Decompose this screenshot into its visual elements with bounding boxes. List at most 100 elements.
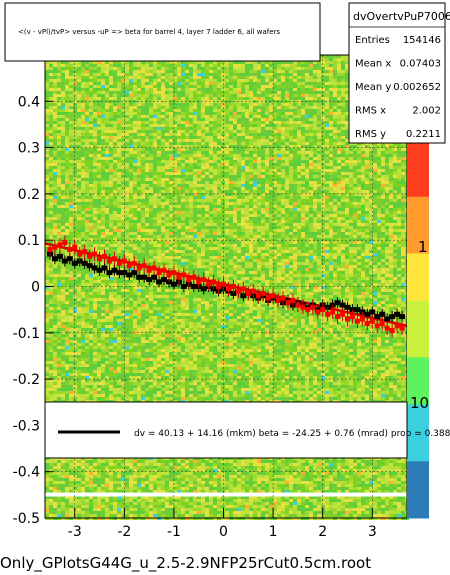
- heat-cell: [269, 172, 273, 175]
- heat-cell: [345, 91, 349, 94]
- heat-cell: [153, 115, 157, 118]
- heat-cell: [225, 79, 229, 82]
- heat-cell: [357, 157, 361, 160]
- heat-cell: [245, 175, 249, 178]
- heat-cell: [77, 82, 81, 85]
- heat-cell: [77, 160, 81, 163]
- heat-cell: [257, 97, 261, 100]
- heat-cell: [169, 112, 173, 115]
- heat-cell: [185, 211, 189, 214]
- heat-cell: [353, 151, 357, 154]
- heat-cell: [241, 133, 245, 136]
- heat-cell: [285, 88, 289, 91]
- heat-cell: [49, 115, 53, 118]
- heat-cell: [269, 73, 273, 76]
- heat-cell: [265, 97, 269, 100]
- heat-cell: [93, 211, 97, 214]
- heat-cell: [233, 91, 237, 94]
- heat-cell: [245, 88, 249, 91]
- heat-cell: [177, 184, 181, 187]
- heat-cell: [289, 94, 293, 97]
- heat-cell: [289, 199, 293, 202]
- heat-cell: [137, 151, 141, 154]
- heat-cell: [313, 124, 317, 127]
- heat-cell: [149, 70, 153, 73]
- heat-cell: [157, 127, 161, 130]
- heat-cell: [181, 97, 185, 100]
- heat-cell: [185, 112, 189, 115]
- heat-cell: [277, 133, 281, 136]
- heat-cell: [109, 88, 113, 91]
- heat-cell: [129, 148, 133, 151]
- heat-cell: [181, 154, 185, 157]
- heat-cell: [221, 178, 225, 181]
- heat-cell: [181, 196, 185, 199]
- heat-cell: [349, 214, 353, 217]
- heat-cell: [165, 109, 169, 112]
- heat-cell: [341, 157, 345, 160]
- heat-cell: [153, 70, 157, 73]
- heat-cell: [233, 184, 237, 187]
- heat-cell: [101, 205, 105, 208]
- heat-cell: [333, 130, 337, 133]
- heat-cell: [369, 178, 373, 181]
- heat-cell: [297, 115, 301, 118]
- heat-cell: [133, 121, 137, 124]
- heat-cell: [49, 127, 53, 130]
- heat-cell: [333, 172, 337, 175]
- heat-cell: [233, 172, 237, 175]
- heat-cell: [265, 103, 269, 106]
- heat-cell: [309, 178, 313, 181]
- heat-cell: [133, 154, 137, 157]
- heat-cell: [245, 154, 249, 157]
- heat-cell: [125, 166, 129, 169]
- heat-cell: [85, 202, 89, 205]
- heat-cell: [373, 175, 377, 178]
- heat-cell: [329, 124, 333, 127]
- heat-cell: [325, 166, 329, 169]
- heat-cell: [85, 193, 89, 196]
- heat-cell: [57, 124, 61, 127]
- heat-cell: [149, 214, 153, 217]
- heat-cell: [321, 103, 325, 106]
- heat-cell: [345, 76, 349, 79]
- heat-cell: [53, 70, 57, 73]
- heat-cell: [305, 202, 309, 205]
- heat-cell: [229, 82, 233, 85]
- heat-cell: [49, 79, 53, 82]
- heat-cell: [393, 178, 397, 181]
- heat-cell: [333, 79, 337, 82]
- heat-cell: [253, 169, 257, 172]
- heat-cell: [249, 208, 253, 211]
- heat-cell: [173, 91, 177, 94]
- heat-cell: [81, 163, 85, 166]
- heat-cell: [305, 97, 309, 100]
- heat-cell: [61, 160, 65, 163]
- heat-cell: [53, 181, 57, 184]
- heat-cell: [209, 118, 213, 121]
- heat-cell: [141, 85, 145, 88]
- heat-cell: [125, 130, 129, 133]
- heat-cell: [337, 97, 341, 100]
- heat-cell: [385, 202, 389, 205]
- heat-cell: [245, 112, 249, 115]
- heat-cell: [213, 64, 217, 67]
- heat-cell: [97, 175, 101, 178]
- heat-cell: [217, 94, 221, 97]
- heat-cell: [241, 130, 245, 133]
- heat-cell: [377, 175, 381, 178]
- heat-cell: [257, 106, 261, 109]
- heat-cell: [93, 109, 97, 112]
- heat-cell: [101, 145, 105, 148]
- heat-cell: [161, 145, 165, 148]
- heat-cell: [145, 211, 149, 214]
- heat-cell: [113, 79, 117, 82]
- heat-cell: [253, 94, 257, 97]
- heat-cell: [293, 73, 297, 76]
- heat-cell: [133, 175, 137, 178]
- heat-cell: [317, 94, 321, 97]
- heat-cell: [141, 136, 145, 139]
- heat-cell: [57, 169, 61, 172]
- heat-cell: [357, 184, 361, 187]
- heat-cell: [173, 109, 177, 112]
